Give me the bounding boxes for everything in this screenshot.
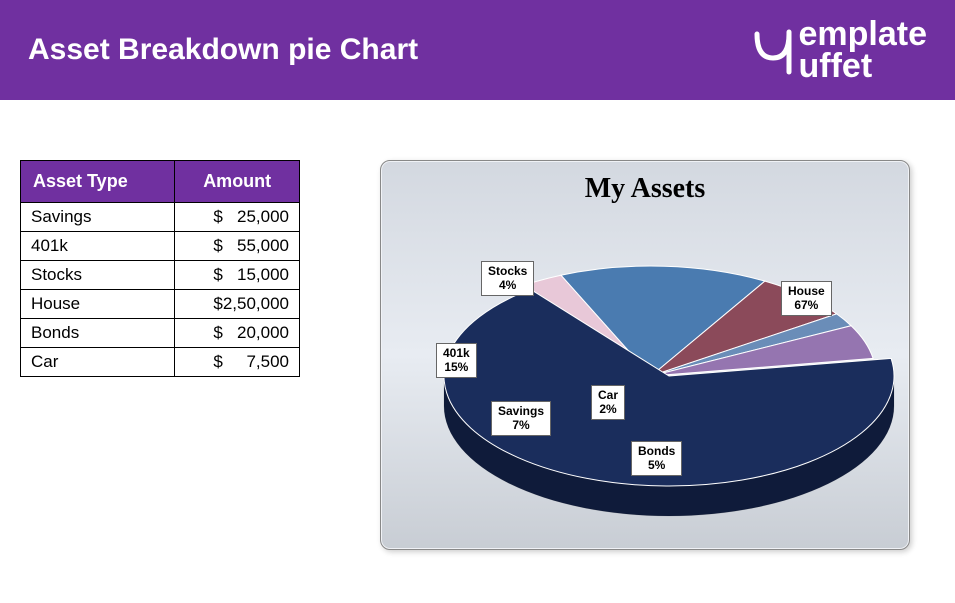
slice-label-bonds: Bonds5% [631, 441, 682, 476]
cell-amount: $ 25,000 [175, 203, 300, 232]
asset-table: Asset Type Amount Savings$ 25,000401k$ 5… [20, 160, 300, 377]
chart-title: My Assets [585, 173, 706, 205]
slice-label-stocks: Stocks4% [481, 261, 534, 296]
table-row: House$2,50,000 [21, 290, 300, 319]
cell-asset-type: Bonds [21, 319, 175, 348]
cell-amount: $ 15,000 [175, 261, 300, 290]
col-amount: Amount [175, 161, 300, 203]
table-row: Stocks$ 15,000 [21, 261, 300, 290]
cell-amount: $2,50,000 [175, 290, 300, 319]
table-row: Savings$ 25,000 [21, 203, 300, 232]
asset-table-wrap: Asset Type Amount Savings$ 25,000401k$ 5… [20, 160, 300, 550]
logo-line2: uffet [799, 47, 873, 85]
table-row: Bonds$ 20,000 [21, 319, 300, 348]
cell-amount: $ 7,500 [175, 348, 300, 377]
logo-cup-icon [751, 28, 795, 83]
cell-asset-type: Car [21, 348, 175, 377]
cell-asset-type: 401k [21, 232, 175, 261]
table-row: Car$ 7,500 [21, 348, 300, 377]
cell-amount: $ 20,000 [175, 319, 300, 348]
slice-label-savings: Savings7% [491, 401, 551, 436]
page-title: Asset Breakdown pie Chart [28, 33, 418, 67]
header-bar: Asset Breakdown pie Chart emplate uffet [0, 0, 955, 100]
table-row: 401k$ 55,000 [21, 232, 300, 261]
slice-label-car: Car2% [591, 385, 625, 420]
slice-label-house: House67% [781, 281, 832, 316]
pie-chart-panel: My Assets House67% Stocks4% 401k15% Savings… [380, 160, 910, 550]
logo: emplate uffet [751, 18, 928, 83]
cell-amount: $ 55,000 [175, 232, 300, 261]
cell-asset-type: Stocks [21, 261, 175, 290]
cell-asset-type: House [21, 290, 175, 319]
slice-label-401k: 401k15% [436, 343, 477, 378]
cell-asset-type: Savings [21, 203, 175, 232]
col-asset-type: Asset Type [21, 161, 175, 203]
content-area: Asset Type Amount Savings$ 25,000401k$ 5… [0, 100, 955, 570]
